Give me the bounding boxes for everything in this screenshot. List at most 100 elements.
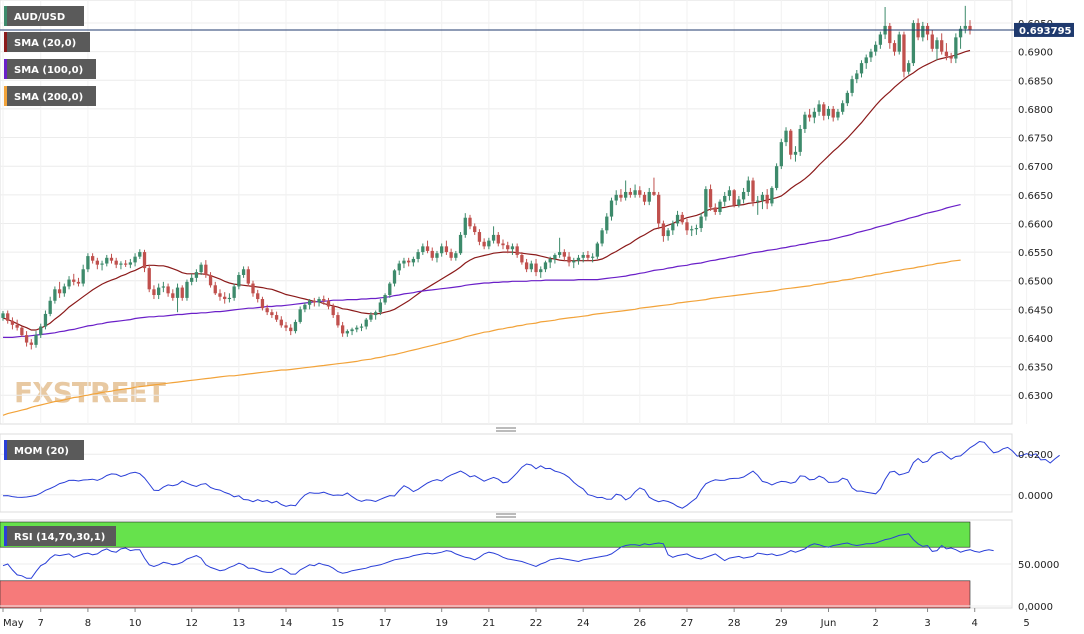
date-tick-label: 26 bbox=[633, 618, 646, 629]
candle-body bbox=[888, 25, 892, 44]
candle-body bbox=[213, 285, 217, 294]
candle bbox=[416, 249, 420, 263]
candle-body bbox=[779, 142, 783, 167]
candle-body bbox=[836, 111, 840, 118]
candle bbox=[600, 228, 604, 247]
candle bbox=[949, 52, 953, 64]
candle bbox=[62, 283, 66, 297]
candle-body bbox=[312, 300, 316, 303]
candle bbox=[586, 250, 590, 261]
mom-panel-frame bbox=[0, 433, 1013, 513]
candle bbox=[661, 220, 666, 242]
candle-body bbox=[718, 201, 722, 212]
candle bbox=[392, 269, 397, 287]
candle-body bbox=[331, 306, 335, 316]
date-tick-label: Jun bbox=[820, 618, 837, 629]
legend-sma20[interactable]: SMA (20,0) bbox=[4, 32, 90, 52]
candle-body bbox=[29, 342, 33, 345]
candle bbox=[878, 31, 883, 49]
candle bbox=[921, 21, 925, 42]
candle bbox=[185, 279, 189, 301]
candle bbox=[581, 252, 585, 263]
candle-body bbox=[241, 269, 246, 275]
candle bbox=[331, 303, 335, 318]
candle bbox=[605, 213, 609, 234]
candle-body bbox=[954, 37, 958, 59]
candle bbox=[756, 195, 760, 215]
rsi-oversold-zone bbox=[0, 580, 971, 609]
candle bbox=[138, 249, 142, 259]
candle bbox=[968, 20, 972, 35]
candle-body bbox=[416, 252, 420, 259]
candle-body bbox=[237, 274, 241, 287]
candle-body bbox=[850, 79, 854, 93]
date-tick-label: 24 bbox=[577, 618, 590, 629]
candle bbox=[95, 257, 99, 270]
candle-body bbox=[633, 190, 637, 195]
candle-body bbox=[652, 191, 656, 195]
candle-body bbox=[204, 264, 208, 275]
candle-body bbox=[968, 25, 972, 30]
candle bbox=[732, 189, 736, 208]
candle bbox=[784, 127, 788, 147]
candle-body bbox=[756, 200, 760, 202]
date-tick-label: May bbox=[3, 618, 24, 629]
legend-rsi[interactable]: RSI (14,70,30,1) bbox=[4, 526, 116, 546]
candle-body bbox=[619, 194, 623, 198]
candle-body bbox=[826, 108, 831, 116]
date-tick-label: 7 bbox=[38, 618, 44, 629]
candle-body bbox=[812, 111, 816, 118]
candle-body bbox=[586, 254, 590, 258]
candle-body bbox=[62, 286, 66, 294]
candle-body bbox=[737, 199, 741, 206]
candle bbox=[930, 29, 934, 52]
legend-mom[interactable]: MOM (20) bbox=[4, 440, 84, 460]
candle-body bbox=[581, 254, 585, 258]
candle-body bbox=[270, 312, 274, 316]
candle bbox=[317, 296, 321, 307]
candle bbox=[902, 31, 906, 78]
candle-body bbox=[430, 250, 434, 258]
candle-body bbox=[284, 325, 288, 328]
resize-handle-bottom[interactable] bbox=[496, 513, 516, 518]
candle bbox=[897, 31, 901, 55]
candle-body bbox=[496, 234, 500, 244]
rsi-axis-tick-label: 0.0000 bbox=[1018, 602, 1053, 613]
candle bbox=[911, 20, 916, 66]
candle-body bbox=[661, 223, 666, 237]
legend-aud-usd[interactable]: AUD/USD bbox=[4, 6, 84, 26]
fxstreet-watermark: FXSTREET bbox=[14, 376, 166, 409]
candle bbox=[34, 331, 38, 348]
candle-body bbox=[614, 194, 618, 201]
candle bbox=[67, 276, 71, 290]
candle bbox=[812, 107, 816, 124]
candle-body bbox=[147, 268, 151, 290]
candle-body bbox=[940, 40, 944, 52]
candle bbox=[741, 187, 746, 204]
candle bbox=[279, 316, 283, 328]
candle bbox=[765, 189, 769, 210]
resize-handle-top[interactable] bbox=[496, 427, 516, 432]
legend-sma100[interactable]: SMA (100,0) bbox=[4, 59, 96, 79]
candle bbox=[425, 240, 430, 254]
candle bbox=[119, 261, 123, 270]
candle bbox=[241, 266, 246, 278]
candle-body bbox=[685, 222, 689, 231]
candle-body bbox=[67, 279, 71, 287]
legend-aud-usd-label: AUD/USD bbox=[14, 12, 65, 23]
candle bbox=[718, 199, 722, 215]
candle bbox=[539, 266, 543, 278]
candle bbox=[81, 264, 85, 287]
legend-sma200[interactable]: SMA (200,0) bbox=[4, 86, 96, 106]
candle-body bbox=[515, 246, 519, 255]
candle bbox=[218, 289, 222, 301]
candle bbox=[793, 146, 798, 162]
candle bbox=[760, 191, 765, 210]
candle-body bbox=[180, 287, 184, 298]
candle bbox=[166, 283, 170, 297]
candle bbox=[133, 253, 137, 267]
candle-body bbox=[402, 260, 406, 264]
candle bbox=[20, 326, 24, 337]
candle bbox=[864, 54, 868, 69]
candle bbox=[204, 260, 208, 278]
